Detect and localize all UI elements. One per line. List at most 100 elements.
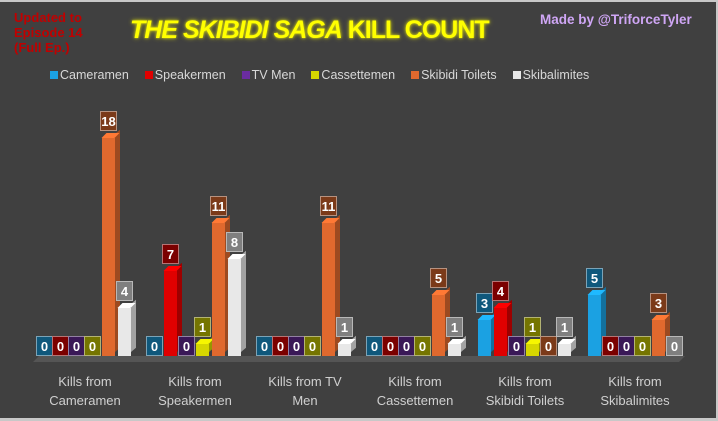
data-label: 1	[336, 316, 353, 337]
data-label: 1	[446, 316, 463, 337]
legend-swatch	[411, 71, 420, 79]
data-label: 3	[476, 292, 493, 313]
x-axis-label: Kills from Speakermen	[140, 372, 250, 410]
legend-item: Skibidi Toilets	[411, 68, 497, 82]
x-axis-label: Kills from TV Men	[250, 372, 360, 410]
bar-side	[131, 299, 136, 352]
bar	[431, 287, 450, 356]
x-axis-label-line: Kills from	[58, 374, 112, 389]
bar	[117, 299, 136, 356]
data-label: 11	[320, 195, 337, 216]
legend-item: Cassettemen	[311, 68, 395, 82]
x-axis-label-line: Cameramen	[49, 393, 121, 408]
bar-side	[241, 250, 246, 352]
bar	[477, 311, 496, 356]
bar	[557, 335, 576, 356]
x-axis-label-line: Kills from	[608, 374, 662, 389]
bar-group: 0 0 0 0 18 4	[30, 92, 140, 364]
data-label: 1	[194, 316, 211, 337]
legend-swatch	[50, 71, 58, 79]
update-note-line: Updated to	[14, 10, 82, 25]
data-label: 4	[492, 280, 509, 301]
legend-label: TV Men	[251, 68, 296, 82]
x-axis-label-line: Cassettemen	[376, 393, 454, 408]
legend-swatch	[144, 71, 153, 79]
chart-legend: Cameramen Speakermen TV Men Cassettemen Skib…	[50, 68, 589, 82]
data-label: 0	[52, 336, 69, 356]
bar	[587, 287, 606, 356]
data-label: 5	[586, 268, 603, 289]
legend-label: Speakermen	[154, 68, 226, 82]
data-label: 1	[556, 316, 573, 337]
data-label: 0	[304, 336, 321, 356]
data-label: 3	[650, 292, 667, 313]
legend-swatch	[241, 71, 250, 79]
data-label: 8	[226, 232, 243, 253]
data-label: 0	[68, 336, 85, 356]
title-italic: THE SKIBIDI SAGA	[130, 16, 343, 44]
data-label: 0	[288, 336, 305, 356]
bar	[447, 335, 466, 356]
bar-group: 0 0 0 0 11 1	[250, 92, 360, 364]
bar	[493, 299, 512, 356]
plot-area: 0 0 0 0 18 4 0 7 0 1 11 8 0 0 0 0 11 1 0 0 0 0 5 1 3 4 0 1 0 1 5 0 0 0 3 0	[30, 92, 690, 364]
bar	[525, 335, 544, 356]
data-label: 0	[634, 336, 651, 356]
data-label: 0	[256, 336, 273, 356]
x-axis-label-line: Kills from	[388, 374, 442, 389]
data-label: 11	[210, 195, 227, 216]
update-note-line: (Full Ep.)	[14, 40, 70, 55]
legend-label: Cameramen	[60, 68, 129, 82]
legend-label: Skibidi Toilets	[421, 68, 497, 82]
data-label: 4	[116, 280, 133, 301]
x-axis-label: Kills from Skibidi Toilets	[470, 372, 580, 410]
data-label: 0	[178, 336, 195, 356]
x-axis-label-line: Kills from	[498, 374, 552, 389]
bar	[321, 214, 340, 356]
bar-group: 0 7 0 1 11 8	[140, 92, 250, 364]
data-label: 7	[162, 244, 179, 265]
data-label: 18	[100, 111, 117, 131]
bar	[211, 214, 230, 356]
x-axis-label-line: Skibalimites	[600, 393, 670, 408]
data-label: 0	[146, 336, 163, 356]
data-label: 0	[666, 336, 683, 356]
data-label: 0	[382, 336, 399, 356]
x-axis-label-line: Kills from TV	[268, 374, 342, 389]
data-label: 0	[618, 336, 635, 356]
legend-swatch	[311, 71, 320, 79]
bar	[101, 129, 120, 356]
chart-title: THE SKIBIDI SAGA KILL COUNT	[130, 16, 490, 45]
data-label: 0	[84, 336, 101, 356]
x-axis-label-line: Kills from	[168, 374, 222, 389]
x-axis-label-line: Skibidi Toilets	[485, 393, 565, 408]
data-label: 0	[398, 336, 415, 356]
x-axis-labels: Kills from Cameramen Kills from Speakermen K…	[30, 372, 690, 412]
x-axis-label: Kills from Skibalimites	[580, 372, 690, 410]
bar	[163, 263, 182, 356]
data-label: 5	[430, 268, 447, 289]
data-label: 0	[36, 336, 53, 356]
legend-item: TV Men	[241, 68, 296, 82]
x-axis-label: Kills from Cassettemen	[360, 372, 470, 410]
update-note: Updated to Episode 14 (Full Ep.)	[14, 10, 83, 55]
data-label: 0	[602, 336, 619, 356]
x-axis-label: Kills from Cameramen	[30, 372, 140, 410]
data-label: 0	[540, 336, 557, 356]
x-axis-label-line: Men	[292, 393, 318, 408]
bar	[227, 250, 246, 356]
legend-label: Cassettemen	[321, 68, 396, 82]
legend-item: Cameramen	[50, 68, 129, 82]
bar	[337, 335, 356, 356]
legend-swatch	[512, 71, 521, 79]
data-label: 0	[414, 336, 431, 356]
update-note-line: Episode 14	[14, 25, 83, 40]
bar	[195, 335, 214, 356]
data-label: 1	[524, 316, 541, 337]
data-label: 0	[508, 336, 525, 356]
data-label: 0	[366, 336, 383, 356]
